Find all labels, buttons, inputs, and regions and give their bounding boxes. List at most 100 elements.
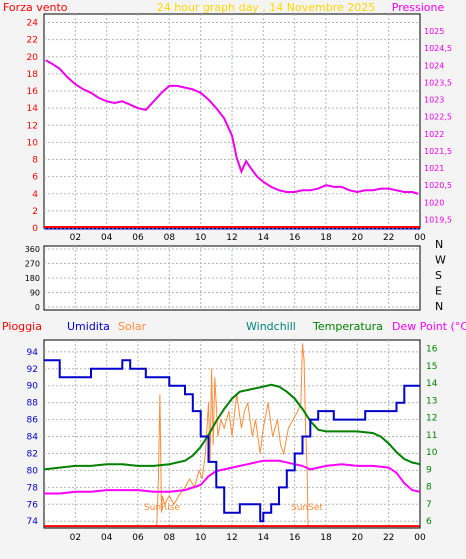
pressure-tick-label: 1023 [424, 96, 444, 105]
humidity-tick-label: 90 [27, 382, 39, 392]
wind-speed-tick-label: 8 [32, 156, 38, 166]
compass-direction-label: N [435, 238, 443, 251]
wind-speed-tick-label: 24 [27, 19, 39, 29]
humidity-tick-label: 80 [27, 466, 39, 476]
pressure-axis: 1019,5 1020 1020,5 1021 1021,5 1022 1022,5 1023… [424, 27, 452, 224]
pressure-tick-label: 1019,5 [424, 215, 452, 224]
chart-title: 24 hour graph day , 14 Novembre 2025 [157, 1, 376, 14]
humidity-tick-label: 88 [27, 399, 39, 409]
wind-speed-tick-label: 16 [27, 87, 39, 97]
x-tick-label: 14 [258, 533, 270, 543]
compass-direction-label: E [435, 285, 442, 298]
x-tick-label: 06 [132, 233, 144, 243]
x-tick-label: 22 [383, 533, 394, 543]
wind-speed-tick-label: 22 [27, 36, 38, 46]
pressure-tick-label: 1022,5 [424, 113, 452, 122]
pressure-tick-label: 1025 [424, 27, 444, 36]
wind-direction-degree-label: 90 [30, 289, 40, 298]
compass-direction-label: N [435, 300, 443, 313]
temperature-tick-label: 8 [426, 483, 432, 493]
pressure-tick-label: 1023,5 [424, 78, 452, 87]
pressure-tick-label: 1024,5 [424, 44, 452, 53]
x-tick-label: 14 [258, 233, 270, 243]
temperature-tick-label: 10 [426, 448, 438, 458]
humidity-tick-label: 78 [27, 483, 39, 493]
humidity-tick-label: 92 [27, 365, 38, 375]
wind-direction-degree-axis: 0 90 180 270 360 [25, 245, 40, 312]
x-tick-label: 16 [289, 233, 301, 243]
x-tick-label: 12 [226, 533, 237, 543]
x-tick-label: 18 [320, 233, 332, 243]
wind-direction-degree-label: 180 [25, 274, 40, 283]
x-tick-label: 22 [383, 233, 394, 243]
pressure-tick-label: 1024 [424, 61, 444, 70]
humidity-tick-label: 76 [27, 500, 39, 510]
wind-speed-tick-label: 4 [32, 190, 38, 200]
humidity-tick-label: 84 [27, 433, 39, 443]
x-tick-label: 02 [70, 233, 81, 243]
windchill-legend-label: Windchill [246, 320, 296, 333]
wind-speed-tick-label: 20 [27, 53, 39, 63]
x-tick-label: 08 [164, 233, 176, 243]
wind-speed-tick-label: 14 [27, 104, 39, 114]
compass-direction-label: S [435, 269, 442, 282]
solar-legend-label: Solar [118, 320, 147, 333]
temperature-axis: 6 7 8 9 10 11 12 13 14 15 16 [426, 345, 438, 527]
x-tick-label: 20 [352, 533, 364, 543]
x-tick-label: 10 [195, 533, 207, 543]
temperature-legend-label: Temperatura [312, 320, 383, 333]
humidity-axis: 74 76 78 80 82 84 86 88 90 92 94 [27, 348, 39, 527]
wind-axis-label: Forza vento [3, 1, 68, 14]
humidity-tick-label: 74 [27, 517, 39, 527]
pressure-tick-label: 1021,5 [424, 147, 452, 156]
temperature-series-line [43, 383, 421, 471]
sunset-annotation: SunSet [291, 503, 323, 513]
wind-direction-degree-label: 270 [25, 260, 40, 269]
pressure-tick-label: 1020,5 [424, 181, 452, 190]
x-tick-label: 20 [352, 233, 364, 243]
temperature-tick-label: 9 [426, 465, 432, 475]
sunrise-annotation: SunRise [144, 503, 181, 513]
pressure-tick-label: 1020 [424, 198, 444, 207]
time-axis-top: 02 04 06 08 10 12 14 16 18 20 22 00 [70, 233, 426, 243]
x-tick-label: 04 [101, 233, 113, 243]
wind-speed-tick-label: 10 [27, 138, 39, 148]
temperature-tick-label: 11 [426, 431, 437, 441]
x-tick-label: 00 [414, 233, 426, 243]
humidity-tick-label: 82 [27, 449, 38, 459]
x-tick-label: 00 [414, 533, 426, 543]
humidity-series-line [44, 359, 420, 523]
humidity-tick-label: 94 [27, 348, 39, 358]
wind-direction-degree-label: 0 [35, 303, 40, 312]
x-tick-label: 12 [226, 233, 237, 243]
compass-direction-label: W [435, 254, 446, 267]
x-tick-label: 08 [164, 533, 176, 543]
x-tick-label: 06 [132, 533, 144, 543]
time-axis-bottom: 02 04 06 08 10 12 14 16 18 20 22 00 [70, 533, 426, 543]
wind-speed-tick-label: 0 [32, 224, 38, 234]
pressure-axis-label: Pressione [392, 1, 445, 14]
wind-speed-tick-label: 18 [27, 70, 39, 80]
solar-series-line [156, 343, 309, 526]
wind-speed-tick-label: 6 [32, 173, 38, 183]
temperature-tick-label: 13 [426, 396, 437, 406]
x-tick-label: 18 [320, 533, 332, 543]
temperature-tick-label: 15 [426, 362, 437, 372]
x-tick-label: 04 [101, 533, 113, 543]
x-tick-label: 10 [195, 233, 207, 243]
wind-direction-grid [44, 246, 420, 310]
humidity-legend-label: Umidita [67, 320, 110, 333]
temperature-tick-label: 16 [426, 345, 438, 355]
wind-direction-degree-label: 360 [25, 245, 40, 254]
pressure-series-line [45, 59, 419, 195]
x-tick-label: 02 [70, 533, 81, 543]
dewpoint-series-line [44, 459, 421, 495]
pressure-tick-label: 1022 [424, 130, 444, 139]
x-tick-label: 16 [289, 533, 301, 543]
wind-speed-tick-label: 2 [32, 207, 38, 217]
rain-legend-label: Pioggia [2, 320, 42, 333]
